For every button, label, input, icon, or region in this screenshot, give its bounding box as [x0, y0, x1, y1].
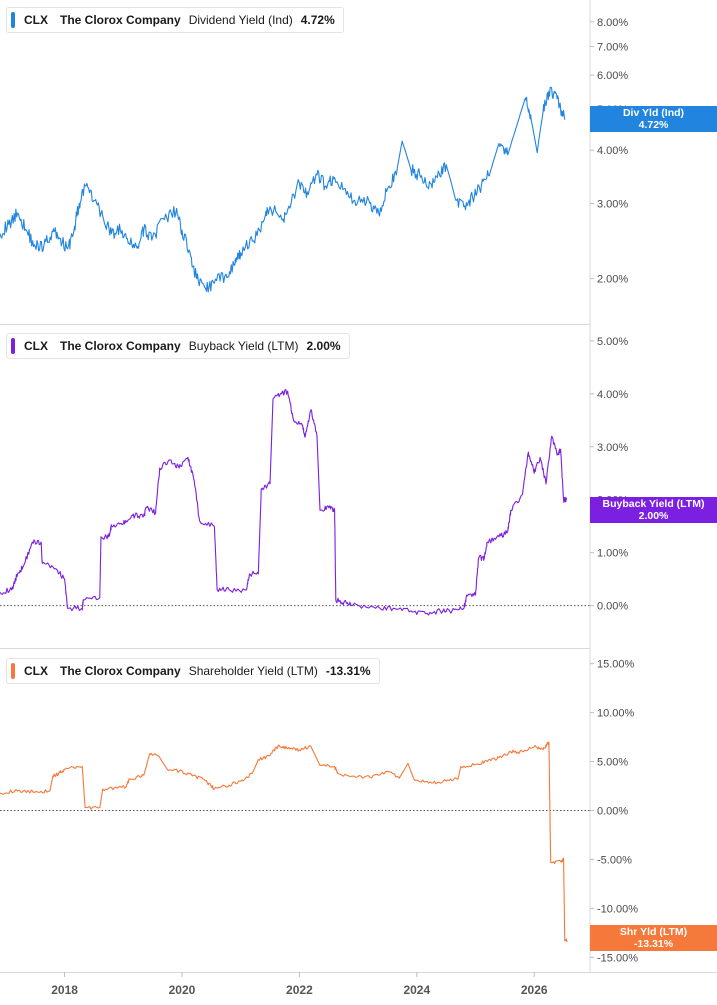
y-tick-label: 7.00% [597, 42, 628, 54]
legend-company: The Clorox Company [60, 13, 181, 27]
series-color-swatch [11, 663, 15, 679]
legend-ticker: CLX [24, 13, 48, 27]
x-tick-label: 2024 [403, 983, 430, 997]
series-line [0, 741, 568, 942]
series-color-swatch [11, 338, 15, 354]
legend-last-value: -13.31% [325, 664, 371, 678]
tag-label: Shr Yld (LTM) [619, 926, 688, 938]
legend-metric: Buyback Yield (LTM) [188, 339, 299, 353]
last-value-tag-buyback-yield: Buyback Yield (LTM) 2.00% [590, 497, 717, 523]
series-line [0, 86, 566, 293]
tag-label: Buyback Yield (LTM) [602, 498, 705, 510]
y-tick-label: 6.00% [597, 70, 628, 82]
last-value-tag-dividend-yield: Div Yld (Ind) 4.72% [590, 106, 717, 132]
series-line [0, 389, 568, 616]
y-tick-label: 8.00% [597, 17, 628, 29]
y-tick-label: 3.00% [597, 442, 628, 454]
x-tick-label: 2020 [169, 983, 196, 997]
legend-metric: Shareholder Yield (LTM) [188, 664, 318, 678]
y-tick-label: 4.00% [597, 389, 628, 401]
x-tick-label: 2022 [286, 983, 313, 997]
y-tick-label: 2.00% [597, 274, 628, 286]
y-tick-label: 15.00% [597, 659, 635, 671]
panel-legend-dividend-yield: CLX The Clorox Company Dividend Yield (I… [6, 7, 344, 33]
tag-label: Div Yld (Ind) [622, 107, 685, 119]
y-tick-label: -5.00% [597, 854, 632, 866]
y-tick-label: 0.00% [597, 601, 628, 613]
panel-legend-buyback-yield: CLX The Clorox Company Buyback Yield (LT… [6, 333, 350, 359]
y-tick-label: 5.00% [597, 757, 628, 769]
legend-last-value: 2.00% [306, 339, 341, 353]
legend-ticker: CLX [24, 339, 48, 353]
panel-legend-shareholder-yield: CLX The Clorox Company Shareholder Yield… [6, 658, 380, 684]
tag-value: -13.31% [633, 938, 674, 950]
legend-ticker: CLX [24, 664, 48, 678]
tag-value: 2.00% [638, 510, 669, 522]
legend-metric: Dividend Yield (Ind) [188, 13, 293, 27]
y-tick-label: -15.00% [597, 952, 638, 964]
series-color-swatch [11, 12, 15, 28]
legend-company: The Clorox Company [60, 339, 181, 353]
x-tick-label: 2026 [521, 983, 548, 997]
legend-last-value: 4.72% [300, 13, 335, 27]
x-tick-label: 2018 [51, 983, 78, 997]
tag-value: 4.72% [638, 119, 669, 131]
y-tick-label: 5.00% [597, 336, 628, 348]
y-tick-label: 10.00% [597, 708, 635, 720]
legend-company: The Clorox Company [60, 664, 181, 678]
y-tick-label: 4.00% [597, 145, 628, 157]
y-tick-label: -10.00% [597, 903, 638, 915]
y-tick-label: 1.00% [597, 548, 628, 560]
y-tick-label: 0.00% [597, 806, 628, 818]
last-value-tag-shareholder-yield: Shr Yld (LTM) -13.31% [590, 925, 717, 951]
y-tick-label: 3.00% [597, 199, 628, 211]
